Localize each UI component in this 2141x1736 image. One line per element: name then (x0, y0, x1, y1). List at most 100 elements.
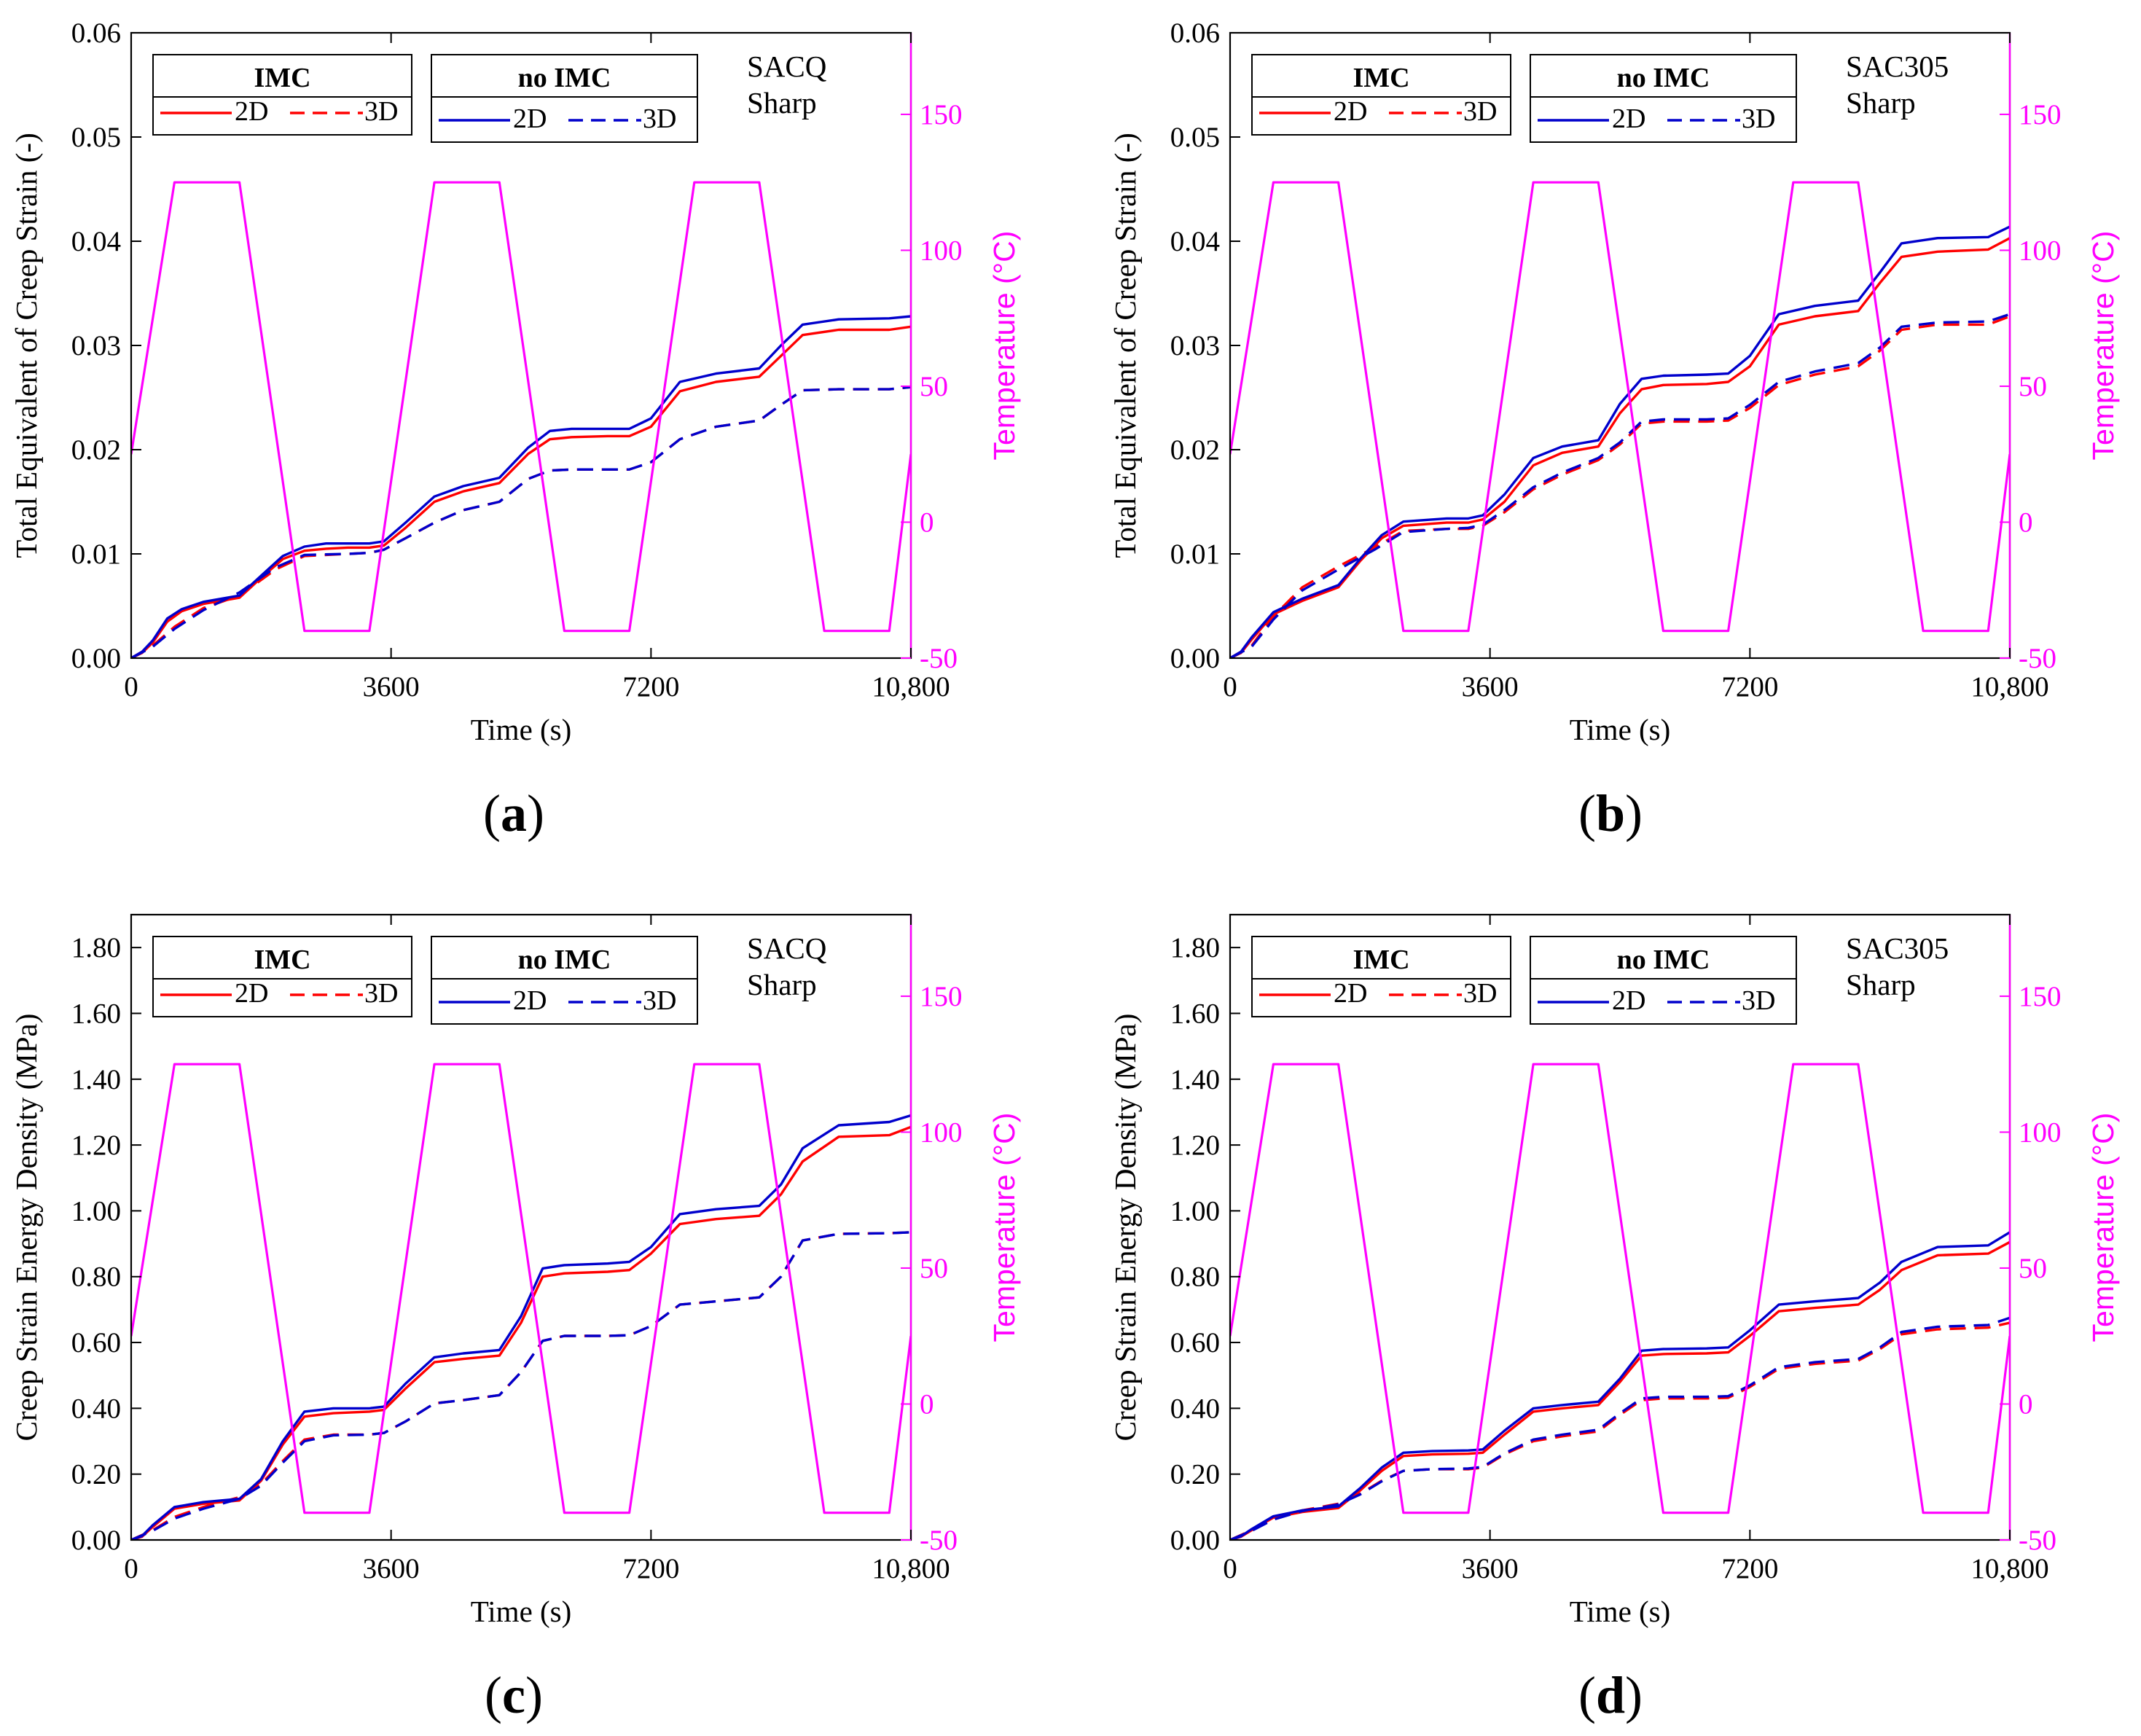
x-tick-label: 3600 (363, 671, 420, 703)
y-tick-label: 0.20 (1170, 1459, 1220, 1490)
series-line-no-imc-2d (1230, 225, 2010, 658)
legend-entry-label: 3D (643, 985, 676, 1016)
legend-box (1251, 936, 1511, 1017)
series-line-imc-2d (1230, 1240, 2010, 1540)
y-tick-label: 0.00 (71, 643, 121, 674)
y2-tick-label: 150 (920, 981, 963, 1012)
y-tick-label: 1.60 (71, 998, 121, 1029)
x-tick-label: 10,800 (872, 671, 950, 703)
legend-title: no IMC (518, 63, 611, 93)
legend-entry-label: 3D (1463, 96, 1497, 127)
y2-tick-label: 0 (920, 507, 934, 538)
y-tick-label: 0.80 (71, 1262, 121, 1293)
legend-entry-label: 2D (235, 96, 268, 127)
y-tick-label: 0.01 (71, 539, 121, 570)
y2-tick-label: 50 (920, 371, 948, 402)
y-tick-label: 0.03 (71, 330, 121, 361)
x-tick-label: 10,800 (1970, 671, 2048, 703)
panel-label-open-paren: ( (483, 784, 501, 842)
y-tick-label: 0.40 (71, 1393, 121, 1424)
annotation-text: SAC305 (1846, 931, 1949, 965)
chart-panel-b: 0 3600 7200 10,800 0.00 0.01 0.02 0.03 0.04 0.05 0… (1108, 17, 2120, 842)
x-tick-label: 7200 (622, 1553, 679, 1584)
x-tick-label: 0 (1223, 671, 1237, 703)
y2-tick-label: 100 (2019, 1117, 2062, 1148)
x-tick-label: 7200 (1721, 671, 1778, 703)
y2-tick-label: 100 (920, 1117, 963, 1148)
y-tick-label: 0.04 (71, 226, 121, 257)
legend-no-imc: no IMC 2D 3D (431, 54, 698, 143)
y2-tick-label: 50 (2019, 371, 2047, 402)
x-axis-label: Time (s) (471, 1595, 572, 1628)
panel-label: (c) (485, 1666, 543, 1724)
legend-box (1251, 54, 1511, 136)
legend-entry-label: 3D (364, 96, 398, 127)
y2-tick-label: 150 (2019, 981, 2062, 1012)
y-tick-label: 0.02 (71, 434, 121, 466)
legend-title: no IMC (518, 945, 611, 975)
annotation-text: Sharp (1846, 968, 1916, 1001)
legend-box (431, 936, 698, 1025)
y-tick-label: 0.05 (71, 122, 121, 153)
panel-label: (b) (1578, 784, 1643, 842)
y-tick-label: 1.20 (1170, 1130, 1220, 1161)
y-tick-label: 0.02 (1170, 434, 1220, 466)
series-line-imc-3d (1230, 315, 2010, 658)
temperature-series-line (1230, 181, 2010, 633)
y-tick-label: 0.80 (1170, 1262, 1220, 1293)
series-line-no-imc-3d (131, 386, 911, 658)
annotation-text: Sharp (747, 968, 817, 1001)
panel-label-close-paren: ) (1625, 784, 1643, 842)
annotation-text: SACQ (747, 50, 826, 83)
y-tick-label: 0.04 (1170, 226, 1220, 257)
panel-label-open-paren: ( (485, 1666, 502, 1724)
legend-no-imc: no IMC 2D 3D (1530, 936, 1797, 1025)
y2-tick-label: 100 (920, 235, 963, 266)
y-tick-label: 0.00 (1170, 1525, 1220, 1556)
y2-tick-label: -50 (2019, 1525, 2056, 1556)
y-axis-label: Creep Strain Energy Density (MPa) (1108, 1014, 1142, 1442)
legend-entry-label: 2D (1334, 978, 1367, 1009)
x-tick-label: 7200 (622, 671, 679, 703)
series-line-imc-2d (1230, 237, 2010, 658)
y-tick-label: 0.60 (71, 1327, 121, 1358)
y-tick-label: 0.01 (1170, 539, 1220, 570)
x-tick-label: 10,800 (1970, 1553, 2048, 1584)
legend-title: no IMC (1617, 945, 1710, 975)
y-tick-label: 1.00 (71, 1195, 121, 1227)
y2-axis-label: Temperature (°C) (2086, 231, 2120, 461)
y2-axis-label: Temperature (°C) (2086, 1113, 2120, 1342)
series-line-no-imc-2d (131, 315, 911, 658)
y-tick-label: 0.00 (1170, 643, 1220, 674)
x-tick-label: 0 (1223, 1553, 1237, 1584)
y-axis-label: Total Equivalent of Creep Strain (-) (9, 133, 43, 558)
panel-label-letter: d (1596, 1666, 1625, 1724)
y2-axis-label: Temperature (°C) (987, 231, 1021, 461)
panel-label: (d) (1578, 1666, 1643, 1724)
chart-panel-a: 0 3600 7200 10,800 0.00 0.01 0.02 0.03 0.04 0.05 0… (9, 17, 1021, 842)
series-line-imc-2d (131, 1125, 911, 1540)
y2-tick-label: 50 (2019, 1253, 2047, 1284)
legend-box (152, 936, 412, 1017)
y-tick-label: 0.40 (1170, 1393, 1220, 1424)
x-tick-label: 0 (124, 671, 138, 703)
y2-tick-label: -50 (920, 643, 958, 674)
chart-panel-c: 0 3600 7200 10,800 0.00 0.20 0.40 0.60 0.80 1.00 1… (9, 913, 1021, 1724)
legend-entry-label: 2D (235, 978, 268, 1009)
x-tick-label: 0 (124, 1553, 138, 1584)
y2-tick-label: -50 (920, 1525, 958, 1556)
x-tick-label: 3600 (1462, 671, 1519, 703)
legend-entry-label: 2D (513, 985, 547, 1016)
legend-title: IMC (1353, 945, 1409, 975)
legend-entry-label: 2D (1612, 103, 1645, 134)
y-axis-label: Creep Strain Energy Density (MPa) (9, 1014, 43, 1442)
y2-tick-label: 150 (2019, 99, 2062, 130)
temperature-series-line (131, 1063, 911, 1514)
y-tick-label: 0.00 (71, 1525, 121, 1556)
annotation-text: Sharp (747, 86, 817, 120)
legend-box (431, 54, 698, 143)
